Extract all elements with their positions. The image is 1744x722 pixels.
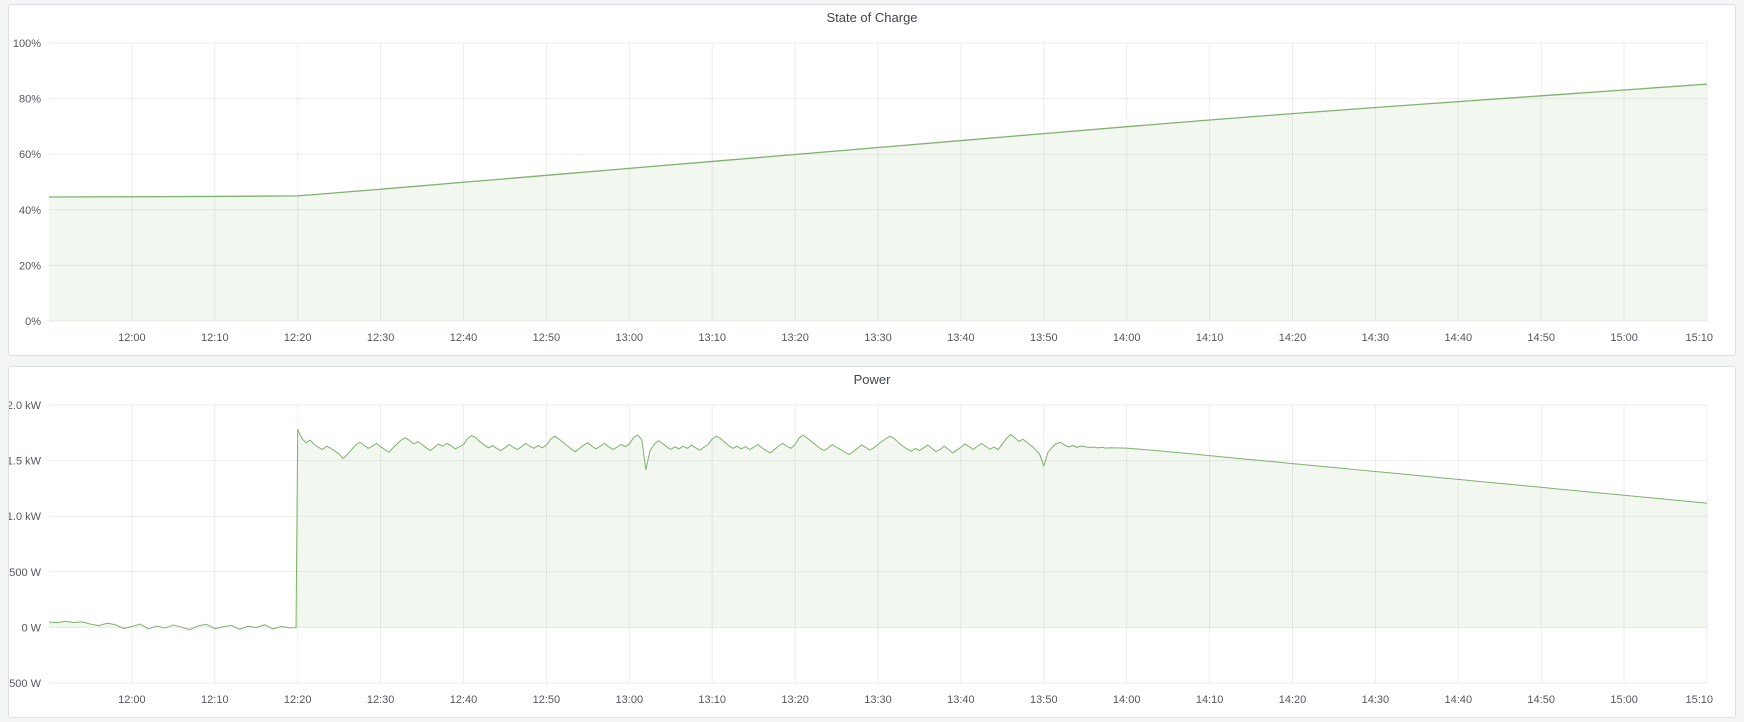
y-tick-label: 40% (19, 205, 41, 217)
x-tick-label: 14:00 (1113, 332, 1141, 344)
series-line (48, 428, 1708, 631)
x-tick-label: 12:50 (533, 332, 561, 344)
x-tick-label: 14:40 (1445, 694, 1473, 706)
x-tick-label: 14:00 (1113, 694, 1141, 706)
series-area (49, 84, 1707, 321)
x-tick-label: 12:10 (201, 694, 229, 706)
y-tick-label: 80% (19, 94, 41, 106)
x-tick-label: 14:30 (1362, 694, 1390, 706)
panel-power: Power -500 W 0 W 500 W 1.0 kW 1.5 kW 2.0 kW 12… (8, 366, 1736, 718)
y-tick-label: 1.5 kW (9, 456, 42, 468)
x-tick-label: 12:20 (284, 694, 312, 706)
x-tick-label: 13:20 (781, 332, 809, 344)
power-chart[interactable]: -500 W 0 W 500 W 1.0 kW 1.5 kW 2.0 kW 12:00 12:… (9, 393, 1735, 717)
x-tick-label: 12:50 (533, 694, 561, 706)
plot-area[interactable]: -500 W 0 W 500 W 1.0 kW 1.5 kW 2.0 kW 12:00 12:… (9, 393, 1735, 717)
x-tick-label: 14:40 (1445, 332, 1473, 344)
x-tick-label: 12:40 (450, 694, 478, 706)
x-tick-label: 14:30 (1362, 332, 1390, 344)
y-tick-label: 60% (19, 149, 41, 161)
x-tick-label: 13:50 (1030, 694, 1058, 706)
y-tick-label: 100% (13, 38, 41, 50)
x-tick-label: 15:00 (1610, 694, 1638, 706)
series-line (48, 83, 1708, 198)
x-tick-label: 12:00 (118, 332, 146, 344)
plot-area[interactable]: 0% 20% 40% 60% 80% 100% 12:00 12:10 12:20 12:30 12… (9, 31, 1735, 355)
state-of-charge-chart[interactable]: 0% 20% 40% 60% 80% 100% 12:00 12:10 12:20 12:30 12… (9, 31, 1735, 355)
x-tick-label: 14:50 (1527, 332, 1555, 344)
x-tick-label: 15:10 (1685, 332, 1713, 344)
x-tick-label: 12:30 (367, 332, 395, 344)
x-tick-label: 14:10 (1196, 694, 1224, 706)
x-tick-label: 15:10 (1685, 694, 1713, 706)
x-tick-label: 14:20 (1279, 332, 1307, 344)
y-tick-label: 1.0 kW (9, 511, 42, 523)
x-tick-label: 12:40 (450, 332, 478, 344)
x-tick-label: 13:40 (947, 694, 975, 706)
y-tick-label: -500 W (9, 678, 42, 690)
x-tick-label: 14:10 (1196, 332, 1224, 344)
x-tick-label: 15:00 (1610, 332, 1638, 344)
panel-title-power[interactable]: Power (853, 372, 891, 387)
x-tick-label: 13:30 (864, 332, 892, 344)
x-tick-label: 12:00 (118, 694, 146, 706)
x-tick-label: 12:30 (367, 694, 395, 706)
y-tick-label: 0 W (21, 622, 41, 634)
x-tick-label: 13:40 (947, 332, 975, 344)
y-tick-label: 500 W (9, 567, 41, 579)
y-tick-label: 20% (19, 260, 41, 272)
x-tick-label: 14:50 (1527, 694, 1555, 706)
x-tick-label: 13:00 (616, 694, 644, 706)
y-tick-label: 0% (25, 316, 41, 328)
x-tick-label: 14:20 (1279, 694, 1307, 706)
panel-title-state-of-charge[interactable]: State of Charge (826, 10, 918, 25)
y-tick-label: 2.0 kW (9, 400, 42, 412)
series-area (49, 429, 1707, 630)
x-tick-label: 12:10 (201, 332, 229, 344)
x-tick-label: 13:10 (698, 694, 726, 706)
x-tick-label: 13:20 (781, 694, 809, 706)
x-tick-label: 12:20 (284, 332, 312, 344)
panel-state-of-charge: State of Charge 0% 20% 40% 60% 80% 100% 12:00 1… (8, 4, 1736, 356)
x-tick-label: 13:00 (616, 332, 644, 344)
x-tick-label: 13:30 (864, 694, 892, 706)
x-tick-label: 13:10 (698, 332, 726, 344)
x-tick-label: 13:50 (1030, 332, 1058, 344)
